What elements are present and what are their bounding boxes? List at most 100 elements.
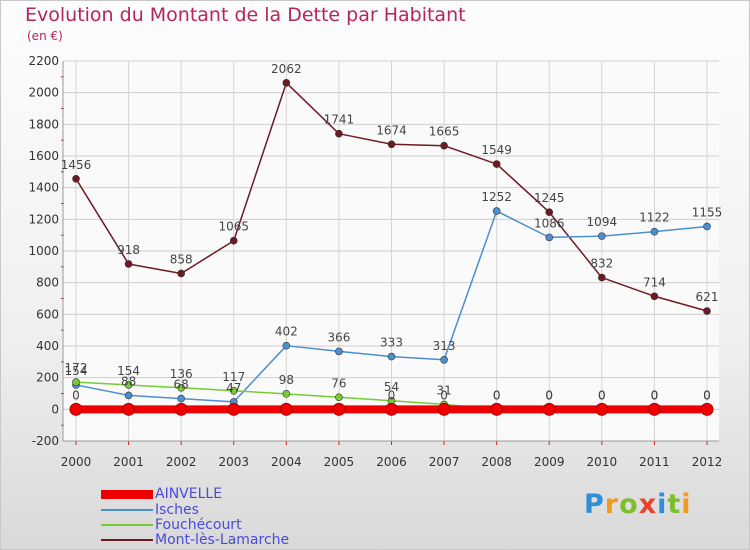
data-label: 333 [380, 336, 403, 350]
legend-swatch-isches [101, 509, 153, 511]
data-label: 858 [170, 252, 193, 266]
data-label: 117 [222, 370, 245, 384]
data-point [703, 222, 711, 231]
data-label: 1741 [324, 113, 355, 127]
data-label: 0 [651, 388, 659, 402]
data-point [492, 160, 501, 168]
data-label: 76 [331, 376, 346, 390]
legend-swatch-ainvelle [101, 489, 153, 499]
data-label: 1252 [481, 190, 512, 204]
data-point [177, 383, 185, 392]
data-point [650, 227, 659, 236]
data-label: 621 [696, 290, 719, 304]
data-point [124, 391, 133, 400]
x-tick-label: 2000 [61, 455, 92, 469]
data-point [122, 402, 136, 416]
logo-letter: r [604, 489, 620, 520]
data-point [332, 402, 346, 416]
data-point [282, 341, 291, 350]
data-point [124, 260, 133, 268]
data-label: 714 [643, 275, 666, 289]
y-tick-label: 0 [51, 402, 59, 416]
data-point [227, 402, 241, 416]
data-point [647, 402, 661, 416]
data-point [492, 207, 501, 215]
y-tick-label: 1400 [28, 181, 59, 195]
data-label: 0 [703, 388, 711, 402]
data-label: 0 [651, 388, 659, 402]
data-label: 0 [388, 388, 396, 402]
data-label: 68 [174, 378, 189, 392]
data-point [545, 233, 554, 242]
data-point [437, 402, 451, 416]
data-point [440, 355, 448, 364]
x-tick-label: 2002 [166, 455, 197, 469]
data-label: 172 [65, 361, 88, 375]
y-tick-label: 800 [36, 276, 59, 290]
x-tick-label: 2012 [692, 455, 723, 469]
data-label: 1065 [218, 220, 249, 234]
data-label: 402 [275, 325, 298, 339]
data-label: 154 [65, 364, 88, 378]
data-point [229, 387, 238, 395]
data-label: 47 [226, 381, 241, 395]
legend-item-fouchecourt: Fouchécourt [101, 517, 242, 533]
data-label: 98 [279, 373, 294, 387]
legend-label-isches: Isches [155, 502, 199, 518]
data-label: 1086 [534, 216, 565, 230]
x-tick-label: 2008 [481, 455, 512, 469]
data-label: 1155 [692, 205, 723, 219]
legend-item-mont-les-lamarche: Mont-lès-Lamarche [101, 532, 289, 548]
legend-label-fouchecourt: Fouchécourt [155, 517, 242, 533]
data-label: 1549 [481, 143, 512, 157]
y-tick-label: 2000 [28, 86, 59, 100]
x-tick-label: 2009 [534, 455, 565, 469]
data-label: 0 [598, 388, 606, 402]
y-tick-label: 1200 [28, 212, 59, 226]
data-label: 1094 [587, 215, 618, 229]
x-tick-label: 2005 [324, 455, 355, 469]
data-label: 0 [440, 388, 448, 402]
x-tick-label: 2004 [271, 455, 302, 469]
data-label: 1122 [639, 211, 670, 225]
legend-swatch-mont-les-lamarche [101, 539, 153, 541]
data-label: 0 [545, 388, 553, 402]
legend-label-mont-les-lamarche: Mont-lès-Lamarche [155, 532, 290, 548]
x-tick-label: 2006 [376, 455, 407, 469]
data-point [177, 269, 185, 278]
data-point [387, 140, 396, 149]
data-point [69, 402, 83, 416]
data-point [177, 394, 185, 403]
logo-letter: x [638, 489, 658, 520]
data-point [598, 232, 606, 240]
data-point [282, 79, 291, 87]
legend-item-ainvelle: AINVELLE [101, 486, 222, 502]
data-point [282, 390, 291, 398]
logo-letter: i [681, 489, 692, 520]
data-label: 0 [703, 388, 711, 402]
data-label: 31 [436, 383, 451, 397]
data-label: 918 [117, 243, 140, 257]
y-tick-label: 600 [36, 307, 59, 321]
data-point [279, 402, 293, 416]
data-point [174, 402, 188, 416]
data-label: 0 [598, 388, 606, 402]
data-label: 0 [493, 388, 501, 402]
data-label: 0 [493, 388, 501, 402]
x-tick-label: 2001 [113, 455, 144, 469]
x-tick-label: 2010 [587, 455, 618, 469]
data-point [72, 175, 80, 183]
data-label: 0 [545, 388, 553, 402]
x-tick-label: 2007 [429, 455, 460, 469]
data-label: 1665 [429, 125, 460, 139]
data-label: 1456 [61, 158, 92, 172]
chart-title: Evolution du Montant de la Dette par Hab… [25, 4, 466, 26]
data-point [229, 236, 238, 245]
y-tick-label: 200 [36, 371, 59, 385]
data-point [124, 381, 133, 389]
data-label: 366 [327, 330, 350, 344]
logo-letter: i [657, 489, 668, 520]
proxiti-logo: Proxiti [584, 489, 692, 520]
